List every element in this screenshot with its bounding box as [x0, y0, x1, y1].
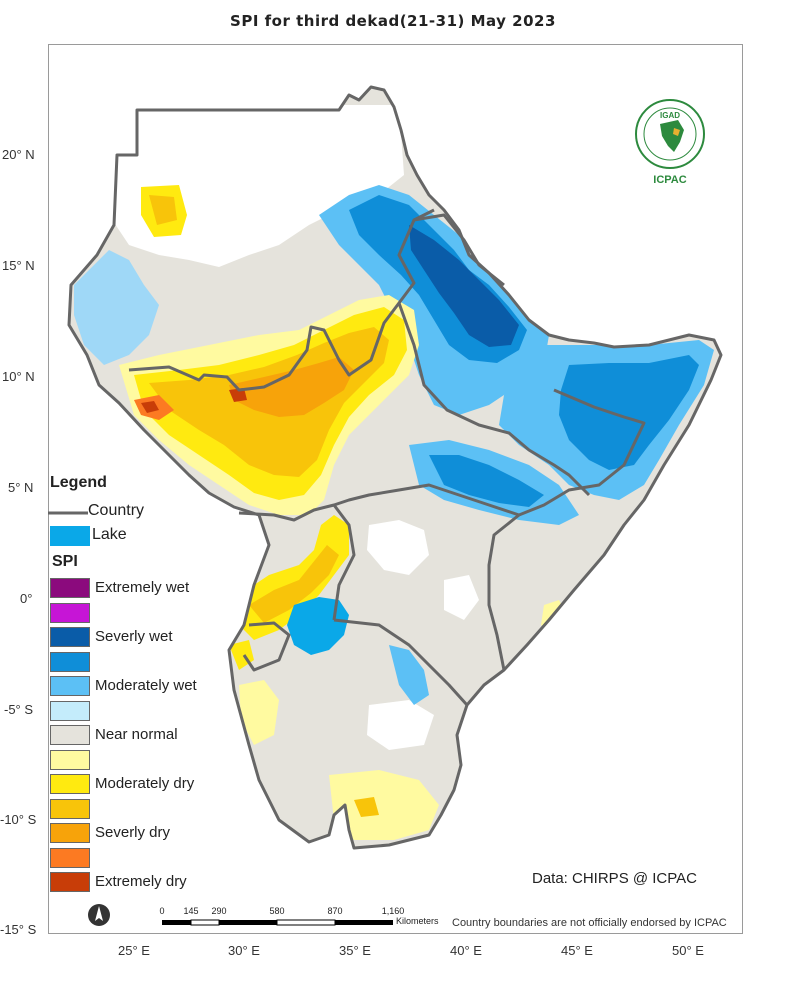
spi-swatch	[50, 847, 90, 868]
spi-swatch	[50, 774, 90, 794]
lat-label-10n: 10° N	[2, 369, 35, 384]
lat-label-15n: 15° N	[2, 258, 35, 273]
spi-class-label: Extremely dry	[95, 873, 187, 890]
spi-swatch	[50, 578, 90, 598]
logo-bottom-text: ICPAC	[653, 174, 687, 186]
legend-country-label: Country	[88, 502, 145, 519]
legend-lake-label: Lake	[92, 526, 127, 543]
lat-label-5n: 5° N	[8, 480, 34, 495]
scale-tick-0: 0	[159, 906, 165, 916]
spi-class-label: Severly dry	[95, 824, 171, 841]
lat-label-15s: -15° S	[0, 922, 37, 937]
spi-class-label: Near normal	[95, 726, 178, 743]
country-line-swatch	[48, 511, 88, 515]
country-boundaries	[67, 85, 723, 850]
north-arrow-icon	[88, 904, 110, 926]
spi-class-label: Severly wet	[95, 628, 173, 645]
lat-label-20n: 20° N	[2, 147, 35, 162]
boundary-disclaimer: Country boundaries are not officially en…	[452, 917, 727, 929]
lon-label-45e: 45° E	[561, 943, 593, 958]
data-credit: Data: CHIRPS @ ICPAC	[532, 870, 697, 887]
lon-label-40e: 40° E	[450, 943, 482, 958]
map-frame	[48, 44, 743, 934]
region-base	[69, 87, 721, 848]
igad-seal-icon: IGAD	[635, 99, 705, 169]
lat-label-10s: -10° S	[0, 812, 37, 827]
spi-swatch	[50, 725, 90, 745]
spi-swatch	[50, 823, 90, 843]
spi-class-label: Extremely wet	[95, 579, 190, 596]
legend-title: Legend	[50, 474, 107, 491]
spi-swatch	[50, 700, 90, 721]
scale-tick-580: 580	[269, 906, 285, 916]
scale-tick-290: 290	[211, 906, 227, 916]
lat-label-5s: -5° S	[4, 702, 34, 717]
logo-top-text: IGAD	[660, 111, 680, 120]
scale-tick-1160: 1,160	[381, 906, 405, 916]
scale-tick-870: 870	[327, 906, 343, 916]
spi-class-label: Moderately dry	[95, 775, 195, 792]
lat-label-0: 0°	[20, 591, 33, 606]
spi-swatch	[50, 798, 90, 819]
spi-swatch	[50, 651, 90, 672]
spi-swatch	[50, 872, 90, 892]
spi-map	[67, 85, 723, 850]
lon-label-25e: 25° E	[118, 943, 150, 958]
spi-title: SPI	[52, 553, 78, 570]
spi-class-label: Moderately wet	[95, 677, 197, 694]
spi-swatch	[50, 676, 90, 696]
spi-swatch	[50, 602, 90, 623]
lake-swatch	[50, 526, 90, 546]
spi-anomaly-areas	[74, 105, 714, 840]
lon-label-50e: 50° E	[672, 943, 704, 958]
scale-tick-145: 145	[183, 906, 199, 916]
lon-label-30e: 30° E	[228, 943, 260, 958]
spi-swatch	[50, 749, 90, 770]
map-title: SPI for third dekad(21-31) May 2023	[230, 12, 556, 30]
scale-unit: Kilometers	[396, 916, 439, 926]
lon-label-35e: 35° E	[339, 943, 371, 958]
spi-swatch	[50, 627, 90, 647]
igad-icpac-logo: IGAD ICPAC	[630, 96, 710, 188]
scale-bar-graphic	[162, 919, 393, 926]
scale-bar: 0 145 290 580 870 1,160 Kilometers	[159, 906, 460, 932]
